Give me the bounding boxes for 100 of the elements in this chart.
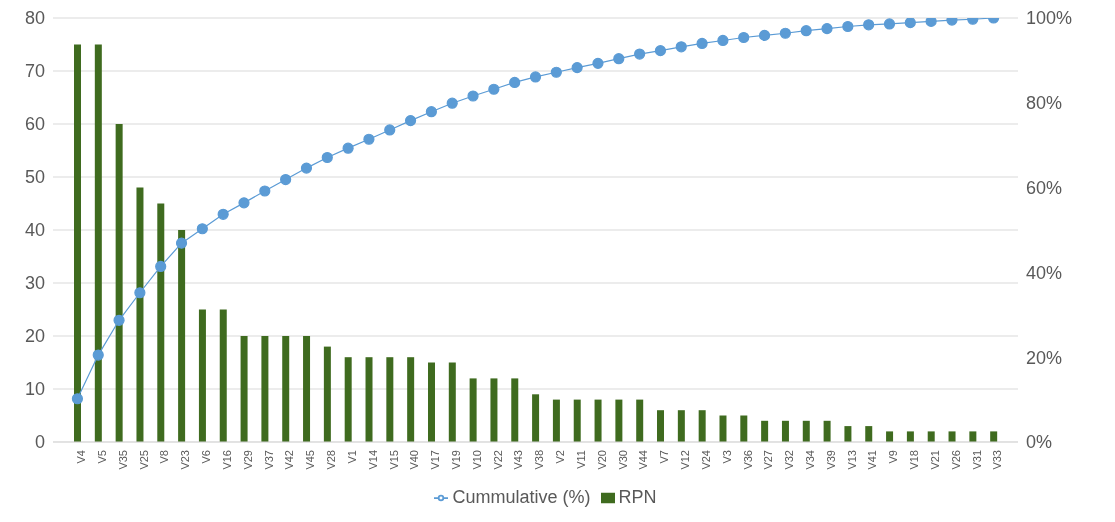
x-tick-label: V32 — [783, 450, 796, 470]
x-tick-label: V35 — [116, 450, 129, 470]
point — [717, 34, 729, 47]
point — [634, 48, 646, 60]
x-tick-label: V21 — [928, 450, 941, 470]
bar — [990, 431, 998, 442]
point — [779, 27, 791, 39]
x-tick-label: V3 — [720, 450, 733, 464]
bar — [615, 399, 623, 442]
point — [217, 208, 229, 220]
y2-tick-label: 0% — [1026, 432, 1053, 453]
point — [300, 162, 313, 174]
bar — [761, 420, 769, 442]
y2-tick-label: 40% — [1026, 262, 1063, 283]
bar — [573, 399, 581, 442]
x-tick-label: V14 — [366, 450, 379, 470]
y-tick-label: 10 — [24, 379, 45, 400]
x-tick-label: V22 — [491, 450, 504, 470]
bar — [532, 394, 540, 442]
x-tick-label: V41 — [866, 450, 879, 470]
x-tick-label: V6 — [200, 450, 213, 464]
x-tick-label: V25 — [137, 450, 150, 470]
bar — [303, 336, 311, 442]
bar — [448, 362, 456, 442]
x-tick-label: V29 — [241, 450, 254, 470]
bar — [677, 410, 685, 442]
bar — [698, 410, 706, 442]
x-tick-label: V7 — [658, 450, 671, 464]
x-tick-label: V30 — [616, 450, 629, 470]
point — [800, 25, 812, 37]
point — [342, 142, 354, 154]
y-tick-label: 30 — [24, 273, 45, 294]
bar — [594, 399, 602, 442]
point — [155, 260, 167, 273]
point — [363, 133, 375, 145]
bar — [469, 378, 477, 442]
point — [758, 29, 771, 41]
y-tick-label: 70 — [24, 61, 45, 82]
point — [696, 37, 708, 50]
bar — [636, 399, 644, 442]
bar — [240, 336, 248, 442]
x-tick-label: V34 — [804, 450, 816, 470]
bar — [74, 44, 81, 442]
point — [613, 53, 625, 65]
point — [925, 18, 937, 27]
x-tick-label: V33 — [991, 450, 1004, 470]
x-tick-label: V45 — [304, 450, 317, 470]
bar — [157, 203, 165, 442]
x-tick-label: V39 — [824, 450, 837, 470]
bar — [365, 357, 373, 442]
bar — [906, 431, 914, 442]
point — [863, 19, 875, 31]
x-tick-label: V42 — [283, 450, 296, 470]
bar — [386, 357, 394, 442]
x-tick-label: V43 — [512, 450, 525, 470]
bar — [136, 187, 144, 442]
y-tick-label: 20 — [24, 326, 45, 347]
bar — [427, 362, 435, 442]
bar — [178, 230, 186, 442]
point — [425, 106, 437, 118]
bar — [927, 431, 935, 442]
x-tick-label: V5 — [96, 450, 109, 464]
bar — [115, 124, 123, 442]
point — [238, 197, 250, 209]
point — [529, 71, 542, 83]
x-tick-label: V8 — [158, 450, 171, 464]
x-tick-label: V36 — [741, 450, 754, 470]
x-tick-label: V16 — [220, 450, 233, 470]
x-tick-label: V10 — [470, 450, 483, 470]
x-tick-label: V15 — [387, 450, 400, 470]
point — [280, 173, 292, 186]
x-tick-label: V4 — [75, 450, 88, 464]
x-tick-label: V23 — [179, 450, 192, 470]
x-tick-label: V13 — [845, 450, 858, 470]
y2-tick-label: 80% — [1026, 93, 1063, 114]
x-tick-label: V1 — [345, 450, 358, 464]
point — [654, 45, 667, 57]
y-tick-label: 80 — [24, 8, 45, 29]
x-tick-label: V40 — [408, 450, 421, 470]
x-tick-label: V11 — [574, 450, 587, 469]
bar — [552, 399, 560, 442]
point — [92, 349, 104, 361]
point — [904, 18, 916, 29]
point — [259, 185, 271, 197]
point — [842, 20, 854, 33]
y2-tick-label: 60% — [1026, 177, 1063, 198]
point — [404, 115, 417, 127]
point — [71, 393, 84, 405]
x-tick-label: V27 — [762, 450, 775, 470]
bar — [323, 346, 331, 442]
y2-tick-label: 20% — [1026, 347, 1063, 368]
bar — [865, 426, 873, 442]
point — [883, 18, 896, 30]
bar — [740, 415, 748, 442]
bar — [657, 410, 665, 442]
bar — [344, 357, 352, 442]
x-tick-label: V26 — [949, 450, 962, 470]
x-tick-label: V37 — [262, 450, 275, 470]
x-tick-label: V18 — [908, 450, 921, 470]
y-tick-label: 50 — [24, 167, 45, 188]
